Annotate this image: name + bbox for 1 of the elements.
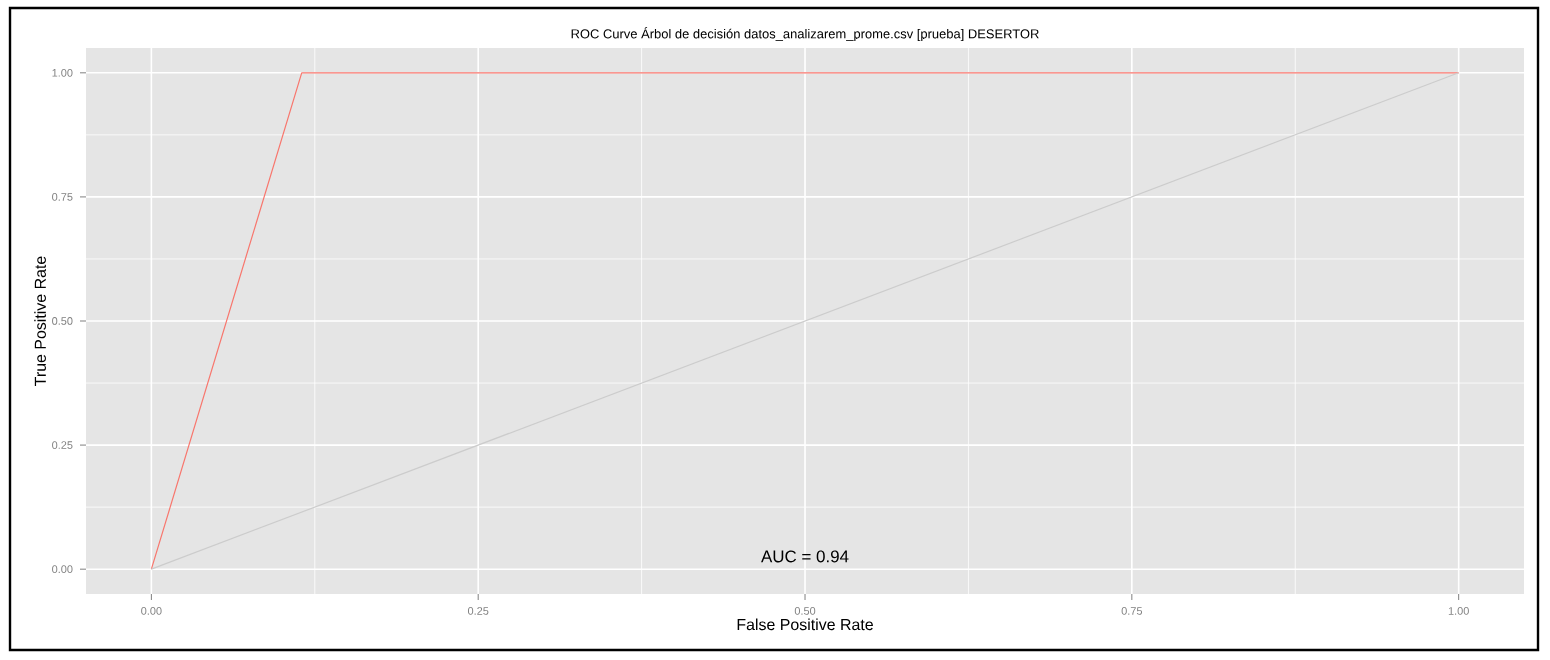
annotation: AUC = 0.94 bbox=[761, 550, 849, 563]
